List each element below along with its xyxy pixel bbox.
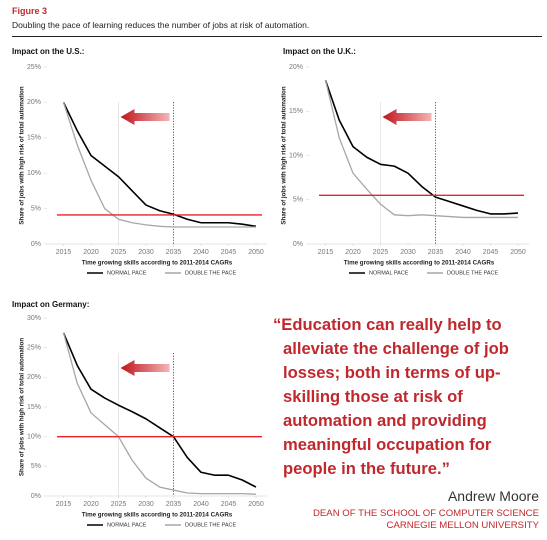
y-tick-label: 10% — [289, 152, 303, 159]
y-axis-label: Share of jobs with high risk of total au… — [281, 86, 288, 224]
x-tick-label: 2040 — [193, 501, 209, 508]
series-line — [62, 332, 257, 495]
figure-label: Figure 3 — [12, 6, 48, 16]
x-tick-label: 2045 — [221, 249, 237, 256]
x-tick-label: 2050 — [510, 249, 526, 256]
x-tick-label: 2040 — [193, 249, 209, 256]
y-tick-label: 10% — [27, 434, 41, 441]
legend-label: NORMAL PACE — [107, 522, 147, 528]
series-line — [324, 80, 518, 219]
y-axis-label: Share of jobs with high risk of total au… — [19, 86, 26, 224]
y-tick-label: 30% — [27, 315, 41, 322]
quote: “Education can really help to alleviate … — [273, 315, 509, 478]
legend-label: DOUBLE THE PACE — [447, 270, 498, 276]
legend-label: DOUBLE THE PACE — [185, 522, 236, 528]
y-tick-label: 25% — [27, 64, 41, 71]
x-tick-label: 2035 — [166, 249, 182, 256]
author-organization: CARNEGIE MELLON UNIVERSITY — [386, 520, 539, 531]
x-tick-label: 2020 — [345, 249, 361, 256]
y-tick-label: 5% — [31, 463, 41, 470]
x-tick-label: 2050 — [248, 501, 264, 508]
chart-title: Impact on the U.S.: — [12, 47, 84, 56]
arrow — [382, 109, 432, 125]
x-tick-label: 2045 — [483, 249, 499, 256]
series-line — [62, 102, 256, 228]
x-tick-label: 2020 — [83, 501, 99, 508]
legend-label: NORMAL PACE — [369, 270, 409, 276]
x-tick-label: 2030 — [400, 249, 416, 256]
x-axis-label: Time growing skills according to 2011-20… — [82, 512, 233, 519]
chart-title: Impact on Germany: — [12, 300, 89, 309]
series-line — [62, 332, 257, 488]
y-tick-label: 20% — [289, 64, 303, 71]
series-line — [324, 80, 519, 215]
y-tick-label: 25% — [27, 345, 41, 352]
arrow — [120, 109, 170, 125]
x-tick-label: 2045 — [221, 501, 237, 508]
x-tick-label: 2025 — [373, 249, 389, 256]
chart-title: Impact on the U.K.: — [283, 47, 356, 56]
series-line — [62, 102, 257, 228]
y-tick-label: 15% — [27, 135, 41, 142]
arrow — [120, 360, 170, 376]
y-tick-label: 15% — [27, 404, 41, 411]
x-tick-label: 2030 — [138, 501, 154, 508]
y-tick-label: 20% — [27, 99, 41, 106]
x-tick-label: 2040 — [455, 249, 471, 256]
y-tick-label: 5% — [31, 205, 41, 212]
y-tick-label: 0% — [31, 241, 41, 248]
y-tick-label: 0% — [31, 493, 41, 500]
author-role: DEAN OF THE SCHOOL OF COMPUTER SCIENCE — [312, 508, 539, 519]
x-axis-label: Time growing skills according to 2011-20… — [344, 260, 495, 267]
x-tick-label: 2015 — [56, 501, 72, 508]
x-tick-label: 2015 — [56, 249, 72, 256]
y-tick-label: 20% — [27, 374, 41, 381]
x-tick-label: 2025 — [111, 249, 127, 256]
x-tick-label: 2050 — [248, 249, 264, 256]
x-tick-label: 2020 — [83, 249, 99, 256]
y-tick-label: 5% — [293, 197, 303, 204]
rule — [12, 36, 542, 37]
y-tick-label: 15% — [289, 108, 303, 115]
author: Andrew Moore — [447, 488, 539, 504]
legend-label: NORMAL PACE — [107, 270, 147, 276]
y-axis-label: Share of jobs with high risk of total au… — [19, 338, 26, 476]
y-tick-label: 10% — [27, 170, 41, 177]
x-tick-label: 2035 — [166, 501, 182, 508]
x-tick-label: 2015 — [318, 249, 334, 256]
legend-label: DOUBLE THE PACE — [185, 270, 236, 276]
x-tick-label: 2025 — [111, 501, 127, 508]
x-axis-label: Time growing skills according to 2011-20… — [82, 260, 233, 267]
x-tick-label: 2035 — [428, 249, 444, 256]
x-tick-label: 2030 — [138, 249, 154, 256]
subtitle: Doubling the pace of learning reduces th… — [12, 20, 310, 30]
y-tick-label: 0% — [293, 241, 303, 248]
